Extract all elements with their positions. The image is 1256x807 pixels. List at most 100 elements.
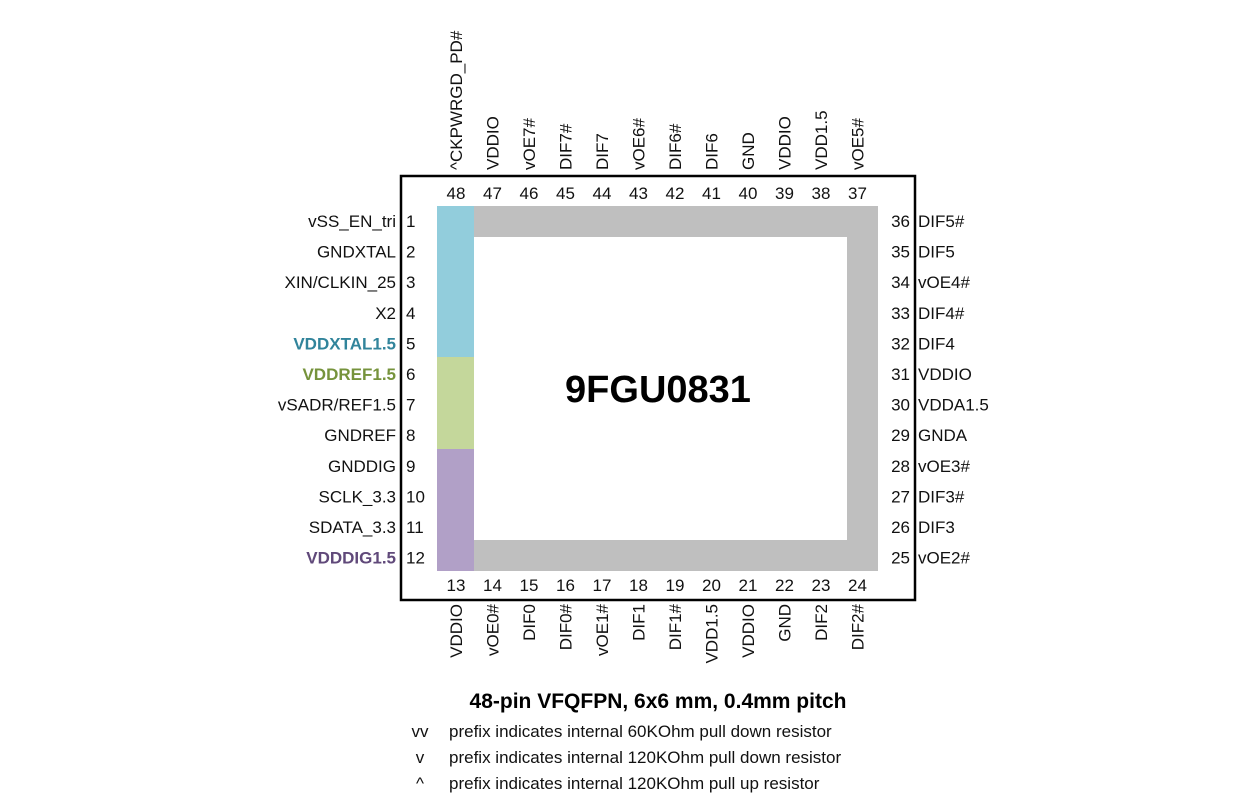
pin-label: GNDREF <box>324 426 396 445</box>
pin-label: DIF1# <box>666 603 685 650</box>
pin-number: 7 <box>406 396 415 415</box>
pin-number: 5 <box>406 334 415 353</box>
pin-number: 41 <box>702 184 721 203</box>
pin-number: 15 <box>520 576 539 595</box>
ref-region <box>437 357 474 449</box>
pin-label: DIF2 <box>812 604 831 641</box>
pin-label: vOE1# <box>593 603 612 656</box>
pin-number: 32 <box>891 334 910 353</box>
pin-label: DIF7# <box>557 123 576 170</box>
pin-number: 23 <box>812 576 831 595</box>
pin-label: XIN/CLKIN_25 <box>285 273 397 292</box>
pin-number: 28 <box>891 457 910 476</box>
pin-label: VDD1.5 <box>812 110 831 170</box>
pin-number: 10 <box>406 487 425 506</box>
package-outline <box>399 174 917 602</box>
pin-label: VDDA1.5 <box>918 396 989 415</box>
pin-label: VDDIO <box>918 365 972 384</box>
frame-right <box>847 206 878 571</box>
pin-label: vOE2# <box>918 549 971 568</box>
pin-label: SDATA_3.3 <box>309 518 396 537</box>
pin-label: vSADR/REF1.5 <box>278 396 396 415</box>
pin-number: 9 <box>406 457 415 476</box>
pin-label: DIF4 <box>918 334 955 353</box>
pin-label: vOE6# <box>630 117 649 170</box>
frame-bottom <box>474 540 878 571</box>
pin-label: vOE7# <box>520 117 539 170</box>
pin-number: 14 <box>483 576 502 595</box>
xtal-region <box>437 206 474 357</box>
pin-number: 47 <box>483 184 502 203</box>
pin-number: 33 <box>891 304 910 323</box>
pin-number: 35 <box>891 243 910 262</box>
pin-number: 22 <box>775 576 794 595</box>
pin-label: vOE3# <box>918 457 971 476</box>
pin-label: VDD1.5 <box>703 604 722 664</box>
pin-number: 11 <box>406 518 424 537</box>
pin-number: 25 <box>891 549 910 568</box>
pin-number: 13 <box>447 576 466 595</box>
pin-number: 29 <box>891 426 910 445</box>
pin-label: DIF3# <box>918 487 965 506</box>
pin-number: 2 <box>406 243 415 262</box>
pin-number: 1 <box>406 212 415 231</box>
pin-number: 42 <box>666 184 685 203</box>
legend-text: prefix indicates internal 120KOhm pull d… <box>449 748 841 767</box>
pin-number: 36 <box>891 212 910 231</box>
pin-label: GNDXTAL <box>317 243 396 262</box>
pin-number: 19 <box>666 576 685 595</box>
pin-label: VDDIO <box>484 116 503 170</box>
pin-label: ^CKPWRGD_PD# <box>447 30 466 170</box>
pin-label: GND <box>739 132 758 170</box>
pin-number: 26 <box>891 518 910 537</box>
pin-label: DIF6 <box>703 133 722 170</box>
legend-symbol: ^ <box>416 774 424 793</box>
pin-label: GNDDIG <box>328 457 396 476</box>
pin-number: 8 <box>406 426 415 445</box>
dig-region <box>437 449 474 571</box>
legend-text: prefix indicates internal 120KOhm pull u… <box>449 774 820 793</box>
pin-label: DIF5# <box>918 212 965 231</box>
pin-number: 16 <box>556 576 575 595</box>
pin-number: 45 <box>556 184 575 203</box>
pin-number: 3 <box>406 273 415 292</box>
pin-number: 46 <box>520 184 539 203</box>
pin-number: 30 <box>891 396 910 415</box>
pin-label: DIF6# <box>666 123 685 170</box>
pin-label: vSS_EN_tri <box>308 212 396 231</box>
pin-label: VDDIO <box>739 604 758 658</box>
pin-label: DIF7 <box>593 133 612 170</box>
pin-label: DIF0 <box>520 604 539 641</box>
pin-label: vOE5# <box>849 117 868 170</box>
pin-number: 43 <box>629 184 648 203</box>
pin-number: 21 <box>739 576 758 595</box>
pin-label: VDDXTAL1.5 <box>293 334 396 353</box>
pin-number: 37 <box>848 184 867 203</box>
legend-symbol: v <box>416 748 425 767</box>
frame-top <box>474 206 878 237</box>
pin-number: 17 <box>593 576 612 595</box>
pin-number: 20 <box>702 576 721 595</box>
pin-number: 48 <box>447 184 466 203</box>
pin-label: vOE0# <box>484 603 503 656</box>
pin-label: DIF1 <box>630 604 649 641</box>
pin-label: vOE4# <box>918 273 971 292</box>
pin-number: 4 <box>406 304 415 323</box>
pin-number: 27 <box>891 487 910 506</box>
legend-symbol: vv <box>412 722 430 741</box>
pin-label: VDDIO <box>776 116 795 170</box>
pin-label: DIF3 <box>918 518 955 537</box>
pin-number: 24 <box>848 576 867 595</box>
pin-number: 12 <box>406 549 425 568</box>
pin-label: VDDIO <box>447 604 466 658</box>
pin-label: DIF0# <box>557 603 576 650</box>
pin-number: 44 <box>593 184 612 203</box>
pin-number: 38 <box>812 184 831 203</box>
pin-number: 31 <box>891 365 910 384</box>
pin-number: 18 <box>629 576 648 595</box>
pin-label: X2 <box>375 304 396 323</box>
pin-label: VDDDIG1.5 <box>306 549 396 568</box>
pin-number: 39 <box>775 184 794 203</box>
pin-label: DIF4# <box>918 304 965 323</box>
